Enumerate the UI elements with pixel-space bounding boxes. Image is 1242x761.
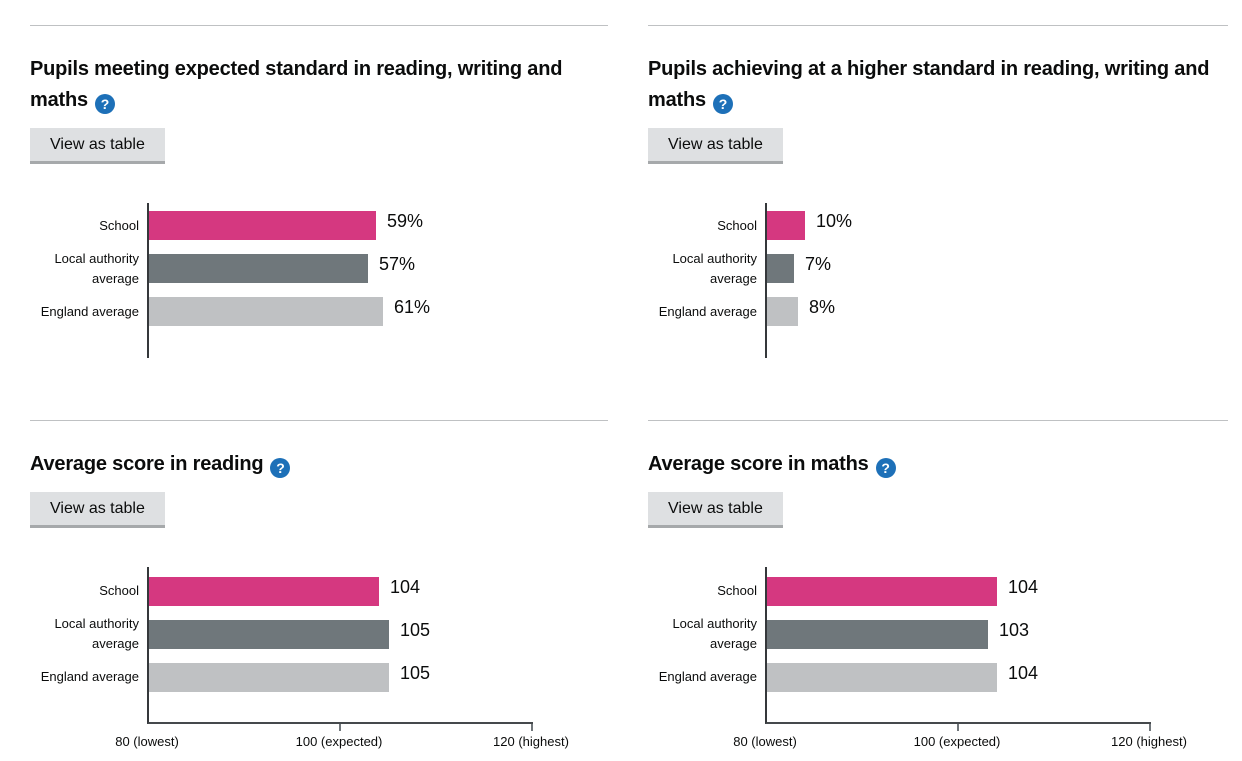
category-label-school: School xyxy=(99,217,139,233)
category-label-local-authority-average: Local authority average xyxy=(672,250,757,286)
category-label-england-average: England average xyxy=(40,303,139,319)
chart-wrap: School Local authority average England ave… xyxy=(30,566,608,752)
axis-tick-label-80: 80 (lowest) xyxy=(115,733,179,749)
help-icon[interactable]: ? xyxy=(270,457,291,478)
axis-tick-label-120: 120 (highest) xyxy=(493,733,569,749)
view-as-table-button[interactable]: View as table xyxy=(648,128,783,161)
category-label-school: School xyxy=(717,583,757,598)
panel-maths-score: Average score in maths? View as table Sc… xyxy=(648,419,1228,752)
category-labels: School Local authority average England ave… xyxy=(30,203,147,358)
bar-value-local-authority-average: 7% xyxy=(805,254,832,274)
bar-chart-expected-standard: School Local authority average England ave… xyxy=(30,203,608,358)
category-label-local-authority-average: Local authority average xyxy=(54,250,139,286)
chart-title-text: Average score in reading xyxy=(30,452,264,475)
chart-title-text: Pupils meeting expected standard in read… xyxy=(30,58,563,111)
bar-england-average xyxy=(149,662,389,692)
bar-value-school: 104 xyxy=(1008,576,1039,597)
bar-row: 104 xyxy=(149,576,533,606)
help-icon[interactable]: ? xyxy=(94,94,115,114)
plot-area: 10% 7% 8% xyxy=(765,203,1151,358)
bar-value-england-average: 105 xyxy=(400,662,431,683)
bar-school xyxy=(149,211,376,240)
category-label-england-average: England average xyxy=(40,669,139,684)
chart-title: Pupils achieving at a higher standard in… xyxy=(648,54,1228,116)
bar-row: 7% xyxy=(767,254,1151,283)
category-labels: School Local authority average England ave… xyxy=(648,203,765,358)
axis-tick-label-100: 100 (expected) xyxy=(913,733,1001,749)
chart-title-text: Average score in maths xyxy=(648,452,869,475)
help-icon[interactable]: ? xyxy=(875,457,896,478)
bar-row: 105 xyxy=(149,662,533,692)
axis-tick-120 xyxy=(531,723,533,731)
axis-tick-120 xyxy=(1149,723,1151,731)
x-axis: 80 (lowest) 100 (expected) 120 (highest) xyxy=(115,723,569,752)
bar-value-school: 104 xyxy=(390,576,421,597)
bar-school xyxy=(767,211,805,240)
bar-value-school: 59% xyxy=(387,211,424,231)
bar-value-local-authority-average: 57% xyxy=(379,254,416,274)
bar-row: 57% xyxy=(149,254,533,283)
bar-row: 59% xyxy=(149,211,533,240)
category-labels: School Local authority average England ave… xyxy=(30,567,147,724)
bar-row: 10% xyxy=(767,211,1151,240)
category-label-local-authority-average: Local authority average xyxy=(54,616,139,651)
axis-tick-label-100: 100 (expected) xyxy=(295,733,383,749)
bar-local-authority-average xyxy=(767,619,988,649)
axis-tick-100 xyxy=(957,723,959,731)
plot-area: 104 103 104 xyxy=(765,566,1151,724)
bar-row: 8% xyxy=(767,297,1151,326)
chart-title-text: Pupils achieving at a higher standard in… xyxy=(648,58,1210,111)
bar-value-local-authority-average: 103 xyxy=(999,619,1030,640)
bar-value-local-authority-average: 105 xyxy=(400,619,431,640)
bar-school xyxy=(149,576,379,606)
chart-title: Pupils meeting expected standard in read… xyxy=(30,54,608,116)
bar-row: 104 xyxy=(767,576,1151,606)
category-label-school: School xyxy=(717,217,757,233)
category-label-england-average: England average xyxy=(658,669,757,684)
category-labels: School Local authority average England ave… xyxy=(648,567,765,724)
view-as-table-button[interactable]: View as table xyxy=(30,491,165,525)
bar-value-england-average: 61% xyxy=(394,297,431,317)
bar-row: 103 xyxy=(767,619,1151,649)
view-as-table-button[interactable]: View as table xyxy=(648,491,783,525)
panel-reading-score: Average score in reading? View as table … xyxy=(30,419,608,752)
bar-school xyxy=(767,576,997,606)
bar-chart-higher-standard: School Local authority average England ave… xyxy=(648,203,1228,358)
axis-tick-label-80: 80 (lowest) xyxy=(733,733,797,749)
panel-expected-standard: Pupils meeting expected standard in read… xyxy=(30,25,608,358)
bar-value-england-average: 104 xyxy=(1008,662,1039,683)
bar-value-england-average: 8% xyxy=(809,297,836,317)
panel-higher-standard: Pupils achieving at a higher standard in… xyxy=(648,25,1228,358)
bar-row: 104 xyxy=(767,662,1151,692)
bar-england-average xyxy=(767,662,997,692)
axis-tick-100 xyxy=(339,723,341,731)
bar-chart-maths-score: School Local authority average England ave… xyxy=(648,566,1228,724)
bar-local-authority-average xyxy=(149,254,368,283)
plot-area: 104 105 105 xyxy=(147,566,533,724)
bar-local-authority-average xyxy=(149,619,389,649)
axis-tick-label-120: 120 (highest) xyxy=(1111,733,1187,749)
category-label-school: School xyxy=(99,583,139,598)
category-label-england-average: England average xyxy=(658,303,757,319)
bar-value-school: 10% xyxy=(816,211,853,231)
bar-row: 61% xyxy=(149,297,533,326)
category-label-local-authority-average: Local authority average xyxy=(672,616,757,651)
chart-title: Average score in maths? xyxy=(648,449,1228,480)
bar-england-average xyxy=(767,297,798,326)
bar-row: 105 xyxy=(149,619,533,649)
chart-title: Average score in reading? xyxy=(30,449,608,480)
bar-chart-reading-score: School Local authority average England ave… xyxy=(30,566,608,724)
view-as-table-button[interactable]: View as table xyxy=(30,128,165,161)
plot-area: 59% 57% 61% xyxy=(147,203,533,358)
x-axis: 80 (lowest) 100 (expected) 120 (highest) xyxy=(733,723,1187,752)
bar-england-average xyxy=(149,297,383,326)
bar-local-authority-average xyxy=(767,254,794,283)
help-icon[interactable]: ? xyxy=(712,94,733,114)
chart-wrap: School Local authority average England ave… xyxy=(648,566,1228,752)
